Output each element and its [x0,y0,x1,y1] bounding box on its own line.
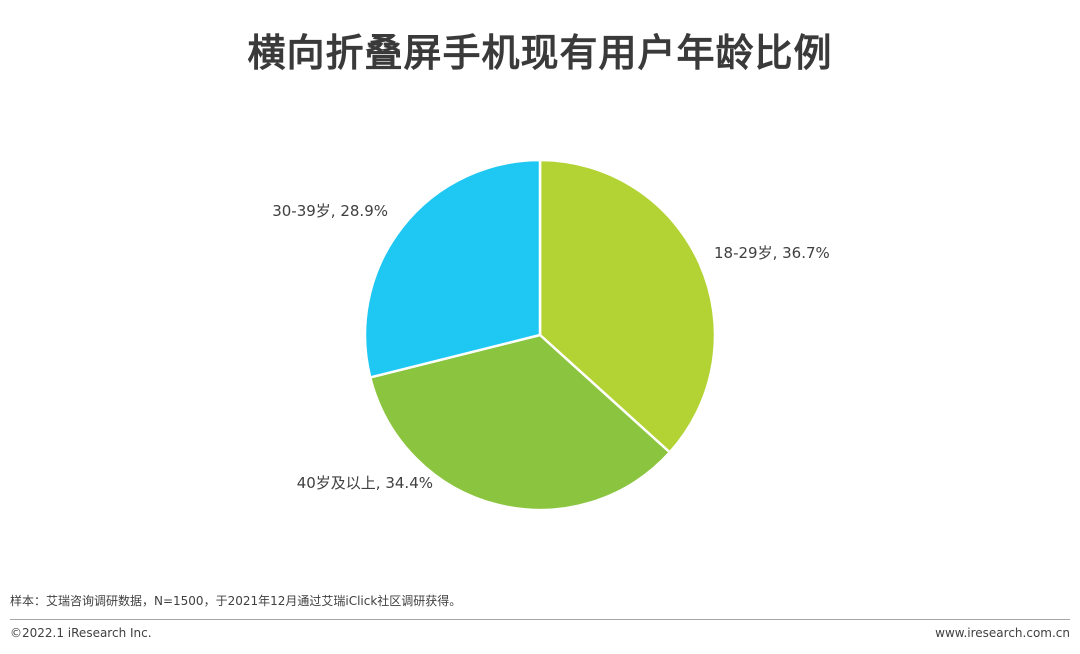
sample-footnote: 样本：艾瑞咨询调研数据，N=1500，于2021年12月通过艾瑞iClick社区… [10,594,462,608]
pie-label-2: 40岁及以上, 34.4% [297,474,433,492]
pie-label-3: 30-39岁, 28.9% [272,202,388,220]
pie-slice-1 [538,158,717,454]
pie-slices [363,158,717,512]
copyright-text: ©2022.1 iResearch Inc. [10,626,152,640]
pie-labels: 18-29岁, 36.7% 40岁及以上, 34.4% 30-39岁, 28.9% [272,202,830,492]
chart-title: 横向折叠屏手机现有用户年龄比例 [247,31,833,75]
pie-slice-3 [363,158,542,379]
pie-slice-2 [368,333,672,512]
footer-divider [10,619,1070,620]
website-link[interactable]: www.iresearch.com.cn [935,626,1070,640]
pie-label-1: 18-29岁, 36.7% [714,244,830,262]
